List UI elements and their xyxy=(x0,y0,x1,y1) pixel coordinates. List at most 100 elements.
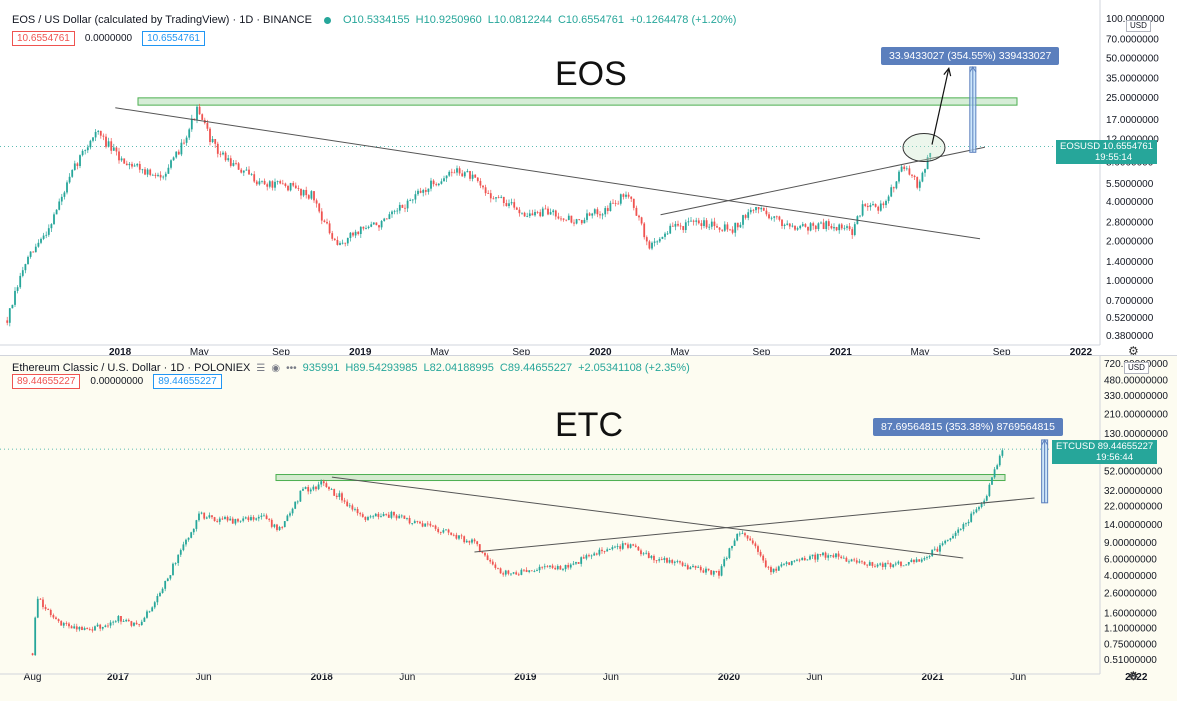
candle-body xyxy=(193,118,196,120)
candle-body xyxy=(107,141,110,147)
candle-body xyxy=(783,563,785,565)
candle-body xyxy=(469,171,471,179)
candle-body xyxy=(265,515,268,519)
eos-bid-box[interactable]: 10.6554761 xyxy=(12,31,75,46)
etc-bid-box[interactable]: 89.44655227 xyxy=(12,374,81,389)
candle-body xyxy=(196,106,198,120)
candle-body xyxy=(583,219,586,224)
candle-body xyxy=(278,527,281,530)
candle-body xyxy=(528,570,531,572)
candle-body xyxy=(653,241,656,243)
candle-body xyxy=(757,546,759,552)
candle-body xyxy=(309,489,312,492)
candle-body xyxy=(892,187,895,189)
eos-ask-box[interactable]: 10.6554761 xyxy=(142,31,205,46)
time-tick-label: Jun xyxy=(806,672,822,683)
measure-arrow-head xyxy=(969,66,977,73)
candle-body xyxy=(86,147,89,151)
etc-ohlc-close: C89.44655227 xyxy=(499,362,573,374)
eos-legend: EOS / US Dollar (calculated by TradingVi… xyxy=(12,14,736,26)
candle-body xyxy=(975,509,978,513)
candle-body xyxy=(367,226,370,228)
candle-body xyxy=(554,210,557,217)
candle-body xyxy=(8,308,11,323)
candle-body xyxy=(952,535,954,539)
candle-body xyxy=(695,220,698,222)
candle-body xyxy=(635,207,638,216)
candle-body xyxy=(931,549,934,557)
candle-body xyxy=(471,174,474,179)
eos-tag-value: 10.6554761 xyxy=(1102,141,1153,152)
candle-body xyxy=(793,560,796,562)
candle-body xyxy=(669,225,672,234)
candle-body xyxy=(504,570,507,575)
etc-settings-gear-icon[interactable]: ⚙ xyxy=(1128,669,1139,683)
candle-body xyxy=(216,143,219,154)
candle-body xyxy=(494,564,497,568)
candle-body xyxy=(692,220,695,222)
candle-body xyxy=(401,204,404,208)
candle-body xyxy=(456,168,458,173)
menu-icon[interactable]: ☰ xyxy=(256,362,266,374)
candle-body xyxy=(741,533,744,535)
candle-body xyxy=(296,501,299,503)
candle-body xyxy=(557,216,560,219)
candle-body xyxy=(369,516,372,518)
candle-body xyxy=(484,187,487,194)
candle-body xyxy=(588,213,591,216)
candle-body xyxy=(916,177,919,188)
candle-body xyxy=(162,176,165,178)
candle-body xyxy=(660,559,663,560)
etc-chart-panel[interactable]: 720.00000000480.00000000330.00000000210.… xyxy=(0,356,1177,701)
candle-body xyxy=(177,151,180,155)
candle-body xyxy=(552,210,555,213)
candle-body xyxy=(63,192,66,197)
candle-body xyxy=(206,123,209,129)
candle-body xyxy=(738,533,741,535)
measure-arrow-head xyxy=(1041,438,1049,446)
more-dots-icon[interactable]: ••• xyxy=(286,362,297,374)
candle-body xyxy=(120,158,123,161)
candle-body xyxy=(655,560,658,562)
eos-chart-panel[interactable]: 100.0000000 70.0000000 50.0000000 35.000000… xyxy=(0,0,1177,356)
candle-body xyxy=(512,572,515,574)
candle-body xyxy=(495,197,497,199)
etc-symbol-label[interactable]: Ethereum Classic / U.S. Dollar · 1D · PO… xyxy=(12,362,251,374)
visibility-eye-icon[interactable]: ◉ xyxy=(271,362,281,374)
candle-body xyxy=(47,228,50,235)
eos-measure-label[interactable]: 33.9433027 (354.55%) 339433027 xyxy=(881,47,1060,65)
candle-body xyxy=(827,221,830,227)
candle-body xyxy=(684,222,687,231)
candle-body xyxy=(619,194,622,204)
time-tick-label: Sep xyxy=(993,347,1011,356)
etc-ask-box[interactable]: 89.44655227 xyxy=(153,374,222,389)
candle-body xyxy=(60,196,63,202)
candle-body xyxy=(153,602,156,608)
candle-body xyxy=(837,553,840,557)
candle-body xyxy=(460,535,463,537)
candle-body xyxy=(733,540,736,546)
candle-body xyxy=(463,172,466,177)
candle-body xyxy=(294,501,297,509)
etc-currency-label[interactable]: USD xyxy=(1124,362,1149,374)
candle-body xyxy=(884,562,887,567)
candle-body xyxy=(86,628,89,630)
candle-body xyxy=(73,163,76,170)
candle-body xyxy=(411,199,414,201)
etc-measure-label[interactable]: 87.69564815 (353.38%) 8769564815 xyxy=(873,418,1063,436)
candle-body xyxy=(273,524,276,527)
candle-body xyxy=(367,517,369,520)
eos-chart-canvas[interactable]: 100.0000000 70.0000000 50.0000000 35.000000… xyxy=(0,0,1177,356)
eos-currency-label[interactable]: USD xyxy=(1126,20,1151,32)
candle-body xyxy=(684,565,687,567)
eos-settings-gear-icon[interactable]: ⚙ xyxy=(1128,344,1139,356)
eos-symbol-label[interactable]: EOS / US Dollar (calculated by TradingVi… xyxy=(12,14,312,26)
candle-body xyxy=(128,163,131,166)
candle-body xyxy=(500,196,503,198)
candle-body xyxy=(445,175,448,179)
candle-body xyxy=(452,534,455,536)
candle-body xyxy=(463,536,466,543)
candle-body xyxy=(343,500,346,502)
candle-body xyxy=(957,529,960,533)
candle-body xyxy=(411,523,414,524)
